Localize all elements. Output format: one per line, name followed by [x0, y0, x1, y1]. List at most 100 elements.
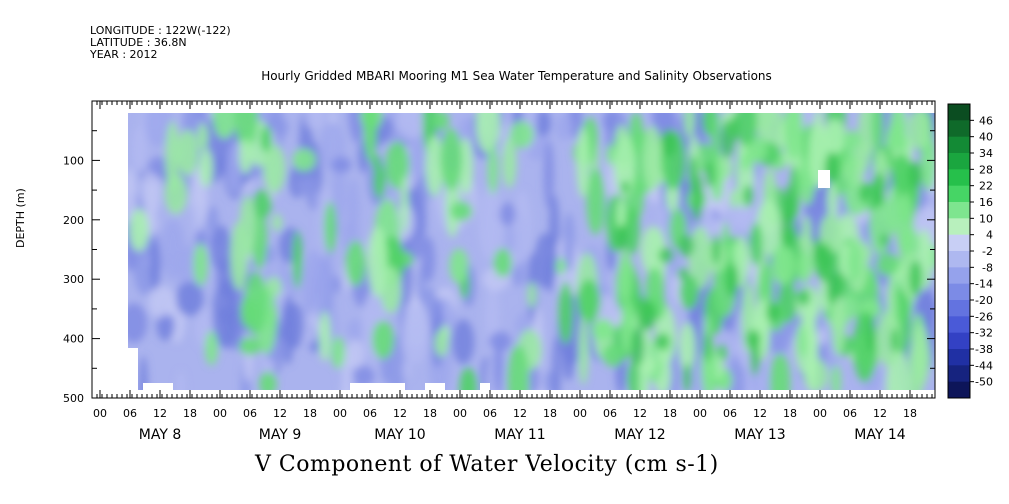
colorbar-label: -2: [982, 245, 993, 258]
heatmap-cell: [678, 234, 695, 257]
heatmap-cell: [272, 213, 283, 232]
heatmap-cell: [806, 322, 818, 390]
heatmap-cell: [425, 135, 444, 197]
heatmap-cell: [797, 250, 810, 284]
missing-data: [425, 383, 445, 390]
heatmap-cell: [576, 127, 590, 198]
heatmap-cell: [452, 319, 475, 365]
heatmap-cell: [421, 236, 436, 283]
heatmap-cell: [373, 164, 386, 199]
heatmap-cell: [911, 323, 930, 389]
heatmap-cell: [129, 208, 149, 252]
heatmap-cell: [535, 113, 552, 137]
heatmap-cell: [239, 138, 253, 174]
heatmap-cell: [890, 328, 899, 353]
x-day-label: MAY 10: [374, 427, 425, 443]
x-tick-label: 06: [603, 407, 617, 420]
heatmap-cell: [720, 119, 735, 159]
colorbar-swatch: [948, 349, 970, 366]
heatmap-cell: [345, 340, 365, 369]
colorbar-swatch: [948, 300, 970, 317]
heatmap-cell: [563, 212, 575, 272]
colorbar-label: -44: [975, 359, 993, 372]
plot-title: Hourly Gridded MBARI Mooring M1 Sea Wate…: [261, 69, 772, 83]
x-tick-label: 12: [153, 407, 167, 420]
missing-data: [143, 383, 173, 390]
heatmap-cell: [770, 245, 796, 285]
heatmap-cell: [319, 311, 331, 362]
heatmap-cell: [859, 184, 870, 203]
heatmap-cell: [396, 113, 424, 141]
colorbar-swatch: [948, 202, 970, 219]
colorbar-swatch: [948, 104, 970, 121]
colorbar-label: 10: [979, 212, 993, 225]
colorbar-label: -38: [975, 343, 993, 356]
missing-data: [818, 170, 830, 188]
colorbar-swatch: [948, 234, 970, 252]
colorbar-label: -20: [975, 294, 993, 307]
colorbar-swatch: [948, 136, 970, 154]
x-tick-label: 00: [813, 407, 827, 420]
heatmap-cell: [402, 360, 412, 379]
heatmap-cell: [780, 210, 796, 249]
missing-data: [128, 348, 138, 390]
heatmap-cell: [880, 233, 889, 247]
heatmap-cell: [543, 140, 554, 210]
heatmap-cell: [552, 336, 561, 390]
heatmap-cell: [679, 275, 699, 310]
colorbar-label: 46: [979, 114, 993, 127]
heatmap-cell: [742, 185, 754, 207]
colorbar-swatch: [948, 185, 970, 203]
x-day-label: MAY 14: [854, 427, 905, 443]
heatmap-cell: [831, 364, 841, 390]
heatmap-cell: [688, 226, 712, 290]
heatmap-cell: [449, 248, 469, 284]
heatmap-cell: [493, 343, 503, 390]
heatmap-cell: [736, 113, 758, 147]
colorbar-swatch: [948, 316, 970, 334]
heatmap-cell: [527, 282, 537, 308]
heatmap-cell: [499, 202, 516, 226]
x-tick-label: 18: [903, 407, 917, 420]
colorbar-swatch: [948, 169, 970, 187]
heatmap-cell: [745, 329, 761, 349]
heatmap-cell: [513, 190, 532, 263]
missing-data: [350, 383, 405, 390]
heatmap-cell: [205, 330, 218, 366]
colorbar-label: -32: [975, 327, 993, 340]
heatmap-cell: [212, 113, 237, 139]
heatmap-cell: [677, 267, 689, 281]
x-tick-label: 18: [783, 407, 797, 420]
heatmap-cell: [846, 132, 856, 190]
heatmap-cell: [615, 224, 629, 251]
heatmap-cell: [908, 161, 923, 189]
y-tick-label: 400: [63, 333, 84, 346]
heatmap-cell: [638, 360, 649, 390]
heatmap-cell: [132, 125, 148, 173]
x-tick-label: 00: [453, 407, 467, 420]
x-tick-label: 12: [273, 407, 287, 420]
heatmap-cell: [797, 288, 811, 306]
y-tick-label: 100: [63, 154, 84, 167]
heatmap-cell: [741, 153, 752, 171]
x-day-label: MAY 11: [494, 427, 545, 443]
heatmap-cell: [887, 133, 907, 151]
x-tick-label: 06: [123, 407, 137, 420]
heatmap-cell: [703, 332, 712, 362]
heatmap-cell: [620, 180, 630, 194]
heatmap-cell: [887, 184, 900, 235]
heatmap-cell: [909, 260, 923, 296]
heatmap-cell: [876, 253, 900, 276]
heatmap-cell: [372, 320, 395, 360]
heatmap-cell: [478, 185, 503, 261]
x-tick-label: 18: [303, 407, 317, 420]
heatmap-cell: [234, 113, 259, 150]
heatmap-cell: [324, 201, 337, 254]
heatmap-cell: [345, 240, 366, 287]
heatmap-cell: [711, 234, 721, 265]
x-tick-label: 12: [753, 407, 767, 420]
heatmap-cell: [144, 113, 173, 147]
x-tick-label: 18: [543, 407, 557, 420]
heatmap-cell: [577, 279, 601, 324]
heatmap-cell: [694, 175, 704, 204]
